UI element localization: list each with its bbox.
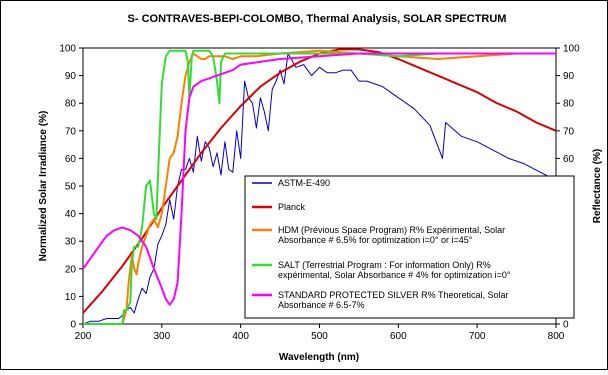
y-tick-label-right: 90 (563, 71, 575, 82)
legend-item-salt-label: SALT (Terrestrial Program : For informat… (278, 260, 511, 280)
y-tick-label-left: 70 (65, 126, 77, 137)
legend-box (244, 175, 575, 319)
y-tick-label-right: 60 (563, 154, 575, 165)
legend: ASTM-E-490 Planck HDM (Prévious Space Prog… (244, 175, 575, 319)
x-tick-label: 700 (469, 331, 486, 342)
y-tick-label-right: 80 (563, 99, 575, 110)
x-tick-label: 200 (75, 331, 92, 342)
tick-group: 2003004005006007008000010102020303040405… (59, 44, 580, 343)
legend-item-silver-label: STANDARD PROTECTED SILVER R% Theoretical… (278, 290, 509, 310)
legend-item-astm-label: ASTM-E-490 (278, 178, 330, 188)
legend-item-planck-label: Planck (278, 202, 306, 212)
x-axis-title: Wavelength (nm) (279, 352, 359, 363)
x-tick-label: 300 (153, 331, 170, 342)
x-tick-label: 500 (311, 331, 328, 342)
y-tick-label-right: 0 (563, 320, 569, 331)
astm-e-490-line (82, 53, 557, 325)
y-tick-label-left: 30 (65, 237, 77, 248)
y-tick-label-left: 100 (59, 44, 76, 55)
silver-line (82, 52, 556, 306)
y-tick-label-left: 90 (65, 71, 77, 82)
x-tick-label: 800 (548, 331, 565, 342)
legend-item-hdm-label: HDM (Prévious Space Program) R% Expérime… (278, 225, 505, 245)
y-tick-label-left: 80 (65, 99, 77, 110)
series-group (82, 48, 557, 325)
salt-line (83, 49, 556, 325)
y-axis-title: Normalized Solar Irradiance (%) (38, 111, 49, 262)
x-tick-label: 400 (232, 331, 249, 342)
y-tick-label-left: 40 (65, 209, 77, 220)
y-axis-title-right: Reflectance (%) (592, 149, 603, 223)
x-tick-label: 600 (390, 331, 407, 342)
y-tick-label-left: 0 (70, 320, 76, 331)
y-tick-label-right: 70 (563, 126, 575, 137)
hdm-line (83, 49, 556, 325)
chart-title: S- CONTRAVES-BEPI-COLOMBO, Thermal Analy… (128, 13, 507, 25)
y-tick-label-left: 60 (65, 154, 77, 165)
y-tick-label-left: 10 (65, 292, 77, 303)
y-tick-label-left: 50 (65, 182, 77, 193)
y-tick-label-right: 100 (563, 44, 580, 55)
y-tick-label-left: 20 (65, 264, 77, 275)
